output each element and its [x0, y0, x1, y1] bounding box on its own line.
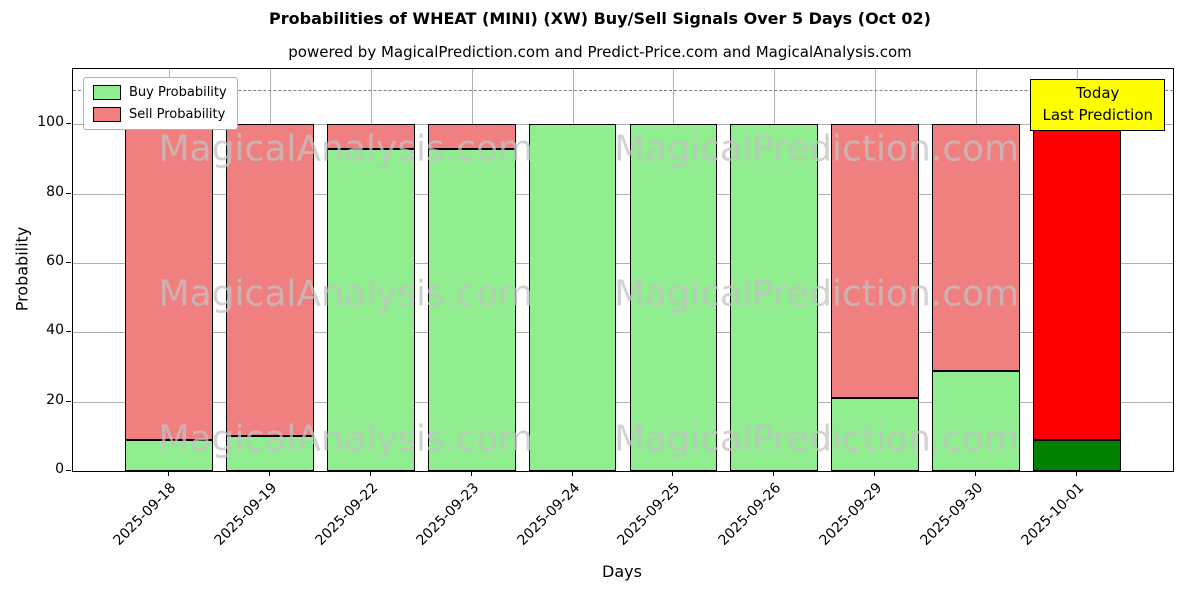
buy-bar-segment: [1033, 439, 1122, 471]
x-tick-label: 2025-09-19: [211, 480, 281, 549]
buy-bar-segment: [629, 124, 718, 471]
watermark-magicalprediction: MagicalPrediction.com: [614, 418, 1020, 460]
x-tick-mark: [167, 471, 169, 476]
legend-label-buy: Buy Probability: [129, 85, 227, 100]
sell-bar-segment: [225, 124, 314, 437]
sell-bar-segment: [831, 124, 920, 399]
threshold-dashed-line: [73, 89, 1173, 91]
x-tick-mark: [268, 471, 270, 476]
legend-item-buy: Buy Probability: [93, 85, 227, 100]
x-tick-label: 2025-09-22: [312, 480, 382, 549]
sell-bar-segment: [124, 124, 213, 440]
legend: Buy Probability Sell Probability: [83, 77, 238, 130]
buy-bar-segment: [932, 370, 1021, 471]
watermark-magicalanalysis: MagicalAnalysis.com: [158, 273, 534, 315]
h-gridline: [73, 193, 1173, 195]
x-tick-label: 2025-09-18: [110, 480, 180, 549]
y-tick-mark: [66, 262, 71, 264]
y-tick-label: 100: [37, 114, 64, 131]
buy-bar-segment: [730, 124, 819, 471]
y-tick-label: 60: [46, 253, 64, 270]
x-tick-mark: [975, 471, 977, 476]
h-gridline: [73, 124, 1173, 126]
y-tick-mark: [66, 400, 71, 402]
buy-bar-segment: [528, 124, 617, 471]
x-tick-label: 2025-09-23: [413, 480, 482, 549]
buy-bar-segment: [831, 398, 920, 471]
x-tick-label: 2025-09-25: [614, 480, 684, 549]
y-tick-label: 40: [46, 322, 64, 339]
buy-bar-segment: [326, 148, 415, 471]
h-gridline: [73, 332, 1173, 334]
x-tick-mark: [1076, 471, 1078, 476]
buy-bar-segment: [124, 439, 213, 471]
y-tick-label: 80: [46, 183, 64, 200]
y-tick-mark: [66, 192, 71, 194]
watermark-magicalanalysis: MagicalAnalysis.com: [158, 128, 534, 170]
sell-bar-segment: [932, 124, 1021, 371]
sell-bar-segment: [1033, 124, 1122, 440]
watermark-magicalanalysis: MagicalAnalysis.com: [158, 418, 534, 460]
x-tick-mark: [369, 471, 371, 476]
x-tick-label: 2025-09-24: [513, 480, 583, 549]
y-tick-mark: [66, 123, 71, 125]
chart-title: Probabilities of WHEAT (MINI) (XW) Buy/S…: [269, 9, 931, 28]
y-tick-mark: [66, 470, 71, 471]
x-tick-label: 2025-09-26: [715, 480, 785, 549]
chart-subtitle: powered by MagicalPrediction.com and Pre…: [288, 43, 912, 61]
sell-bar-segment: [326, 124, 415, 149]
watermark-magicalprediction: MagicalPrediction.com: [614, 273, 1020, 315]
plot-area: Buy Probability Sell Probability Today L…: [72, 68, 1174, 472]
watermark-magicalprediction: MagicalPrediction.com: [614, 128, 1020, 170]
h-gridline: [73, 263, 1173, 265]
x-tick-label: 2025-10-01: [1018, 480, 1088, 549]
x-tick-mark: [672, 471, 674, 476]
x-tick-mark: [470, 471, 472, 476]
x-tick-mark: [874, 471, 876, 476]
buy-probability-swatch: [93, 85, 121, 100]
annotation-line-today: Today: [1076, 84, 1120, 102]
buy-bar-segment: [427, 148, 516, 471]
y-tick-mark: [66, 331, 71, 333]
x-tick-label: 2025-09-30: [917, 480, 987, 549]
sell-bar-segment: [427, 124, 516, 149]
x-axis-label: Days: [602, 562, 642, 581]
y-tick-label: 20: [46, 391, 64, 408]
buy-bar-segment: [225, 436, 314, 471]
y-tick-label: 0: [55, 461, 64, 477]
x-tick-mark: [571, 471, 573, 476]
legend-item-sell: Sell Probability: [93, 107, 227, 122]
x-tick-mark: [773, 471, 775, 476]
sell-probability-swatch: [93, 107, 121, 122]
today-last-prediction-annotation: Today Last Prediction: [1030, 79, 1165, 131]
x-tick-label: 2025-09-29: [816, 480, 886, 549]
h-gridline: [73, 401, 1173, 403]
legend-label-sell: Sell Probability: [129, 107, 226, 122]
annotation-line-last-prediction: Last Prediction: [1042, 105, 1153, 124]
